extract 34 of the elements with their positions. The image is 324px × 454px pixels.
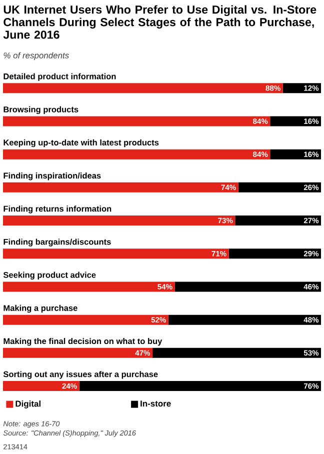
bar (270, 149, 322, 160)
bar (228, 248, 322, 259)
bar (3, 248, 229, 259)
chart-subtitle: % of respondents (4, 52, 69, 60)
y-tick-label: Sorting out any issues after a purchase (3, 371, 158, 379)
y-tick-label: Browsing products (4, 106, 78, 114)
bar (282, 83, 322, 94)
bar (3, 216, 236, 226)
bar (235, 216, 322, 226)
bar (79, 381, 322, 392)
y-tick-label: Finding inspiration/ideas (4, 172, 101, 180)
bar (3, 314, 168, 325)
bar (3, 282, 175, 292)
bar (152, 348, 322, 358)
y-tick-label: Keeping up-to-date with latest products (4, 139, 159, 148)
chart-title: UK Internet Users Who Prefer to Use Digital vs. In-Store Channels During Select Stages of the Path to Purchase, June 2016 (3, 5, 316, 39)
y-tick-label: Finding bargains/discounts (4, 238, 111, 246)
legend-label: Digital (16, 400, 40, 408)
bar (3, 348, 152, 358)
bar (3, 381, 80, 392)
bar (3, 83, 283, 94)
y-tick-label: Finding returns information (4, 206, 112, 214)
legend-label: In-store (140, 400, 171, 407)
bar (238, 182, 322, 192)
bar (3, 182, 238, 192)
y-tick-label: Detailed product information (4, 73, 116, 81)
bar (3, 116, 270, 126)
bar (3, 149, 270, 160)
y-tick-label: Making a purchase (4, 304, 78, 313)
y-tick-label: Making the final decision on what to buy (4, 338, 162, 346)
bar (270, 116, 322, 126)
bar (168, 314, 322, 325)
bar (174, 282, 322, 292)
y-tick-label: Seeking product advice (3, 272, 96, 280)
